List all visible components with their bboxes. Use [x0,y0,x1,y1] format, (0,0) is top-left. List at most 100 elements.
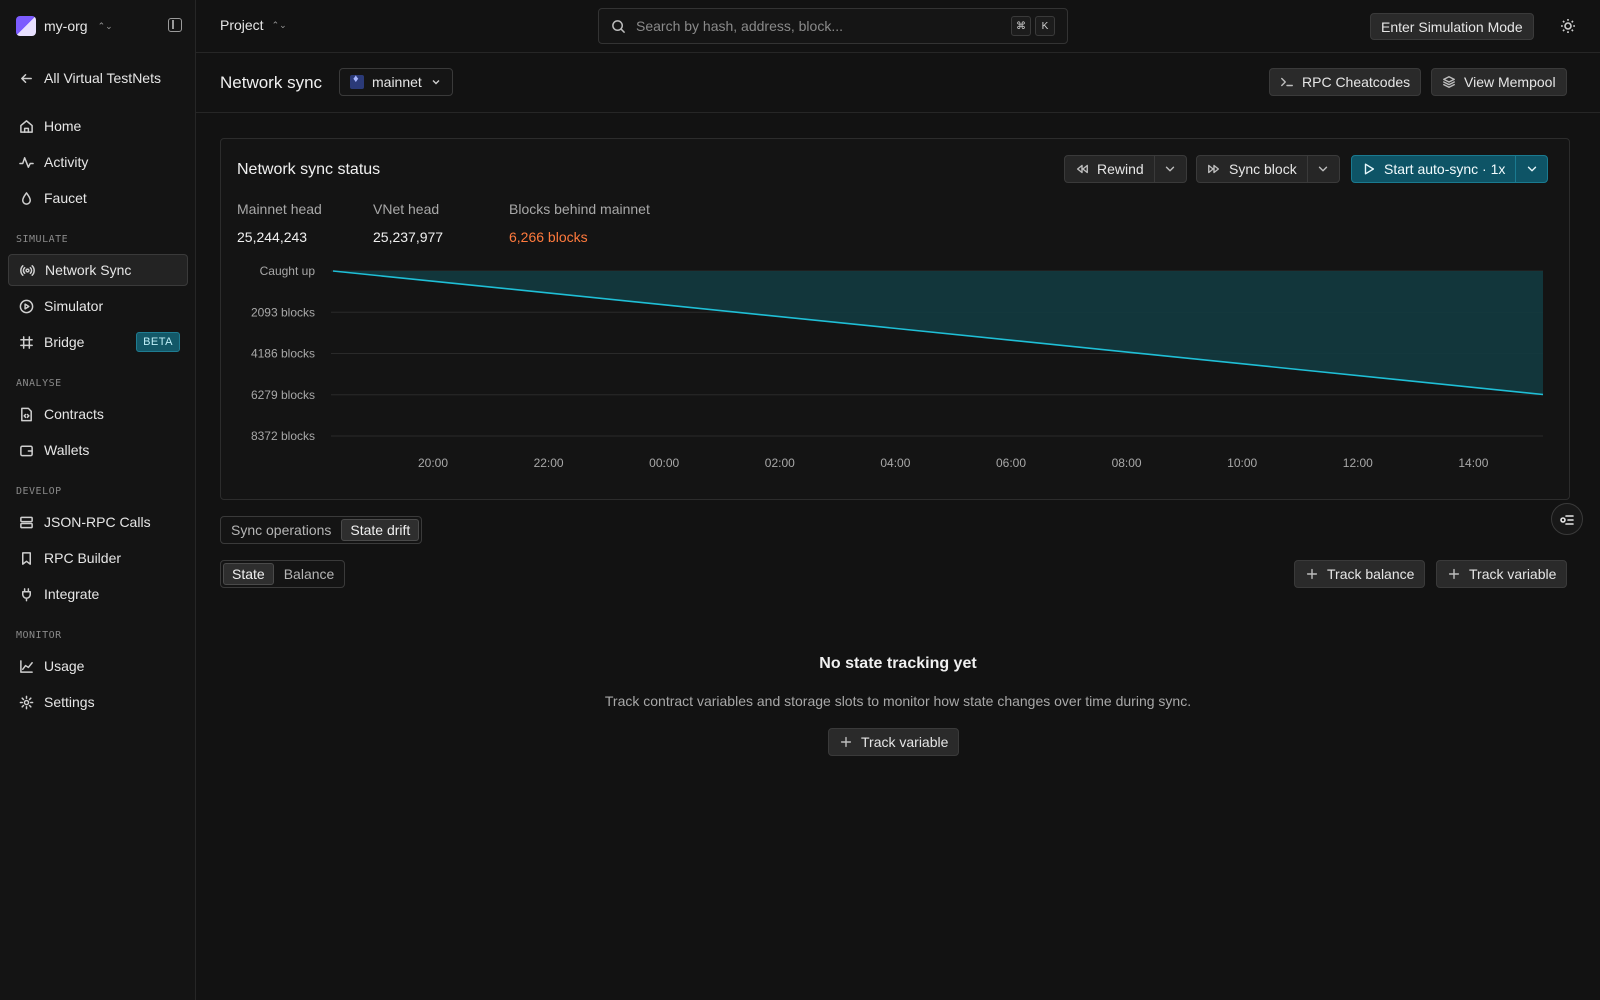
sync-block-dropdown[interactable] [1306,156,1339,182]
sidebar-item-contracts[interactable]: Contracts [8,398,188,430]
chevron-down-icon [432,80,440,85]
plus-icon [1306,568,1318,580]
sidebar-item-label: Integrate [44,586,100,602]
x-tick-label: 10:00 [1227,456,1257,470]
y-tick-label: 2093 blocks [251,305,315,319]
stat-blocks-behind-value: 6,266 blocks [509,229,588,245]
kbd-cmd: ⌘ [1011,16,1031,36]
x-tick-label: 06:00 [996,456,1026,470]
sync-block-button[interactable]: Sync block [1197,156,1307,182]
stat-vnet-head-label: VNet head [373,201,440,217]
sidebar-item-label: Contracts [44,406,104,422]
sidebar-item-network-sync[interactable]: Network Sync [8,254,188,286]
x-tick-label: 08:00 [1112,456,1142,470]
org-switcher[interactable]: my-org ⌃⌄ [16,16,113,36]
play-circle-icon [18,298,34,314]
sidebar-item-label: Settings [44,694,95,710]
project-switcher[interactable]: Project ⌃⌄ [220,17,287,33]
sidebar-item-label: RPC Builder [44,550,122,566]
sidebar-collapse-icon[interactable] [168,18,182,32]
track-balance-button[interactable]: Track balance [1294,560,1426,588]
wallet-icon [18,442,34,458]
line-chart-icon [18,658,34,674]
sidebar-item-label: Bridge [44,334,85,350]
y-tick-label: 6279 blocks [251,388,315,402]
enter-simulation-button[interactable]: Enter Simulation Mode [1370,13,1534,40]
gear-icon [18,694,34,710]
sidebar-item-label: JSON-RPC Calls [44,514,151,530]
x-tick-label: 04:00 [880,456,910,470]
filter-settings-button[interactable] [1551,503,1583,535]
search-input[interactable] [636,18,1006,34]
droplet-icon [18,190,34,206]
empty-track-variable-button[interactable]: Track variable [828,728,960,756]
tab-state[interactable]: State [223,563,274,585]
tab-state-drift[interactable]: State drift [341,519,420,541]
org-name: my-org [44,18,88,34]
sidebar-item-label: Home [44,118,82,134]
sidebar-item-bridge[interactable]: Bridge BETA [8,326,188,358]
y-tick-label: 8372 blocks [251,429,315,443]
tab-balance[interactable]: Balance [283,566,335,582]
sidebar-item-integrate[interactable]: Integrate [8,578,188,610]
x-tick-label: 00:00 [649,456,679,470]
sun-icon [1561,19,1575,33]
sidebar-item-simulator[interactable]: Simulator [8,290,188,322]
stat-blocks-behind-label: Blocks behind mainnet [509,201,650,217]
layers-icon [1443,76,1455,88]
section-label-develop: DEVELOP [16,486,62,497]
back-to-testnets[interactable]: All Virtual TestNets [8,62,188,94]
start-auto-sync-button[interactable]: Start auto-sync · 1x [1352,156,1515,182]
sidebar-item-settings[interactable]: Settings [8,686,188,718]
sidebar-item-faucet[interactable]: Faucet [8,182,188,214]
rewind-label: Rewind [1097,161,1144,177]
server-icon [18,514,34,530]
sidebar-item-label: Usage [44,658,85,674]
network-value: mainnet [372,74,422,90]
sidebar-item-usage[interactable]: Usage [8,650,188,682]
sidebar-item-rpc-builder[interactable]: RPC Builder [8,542,188,574]
sidebar-item-json-rpc[interactable]: JSON-RPC Calls [8,506,188,538]
plus-icon [840,736,852,748]
empty-state-title: No state tracking yet [819,655,977,672]
main-tabs: Sync operations State drift [220,516,423,544]
beta-badge: BETA [136,332,180,352]
broadcast-icon [19,262,35,278]
sidebar-item-label: Simulator [44,298,104,314]
track-balance-label: Track balance [1327,566,1415,582]
bridge-icon [18,334,34,350]
view-mempool-button[interactable]: View Mempool [1431,68,1567,96]
network-sync-card: Network sync status Rewind Sync block St… [220,138,1570,500]
plus-icon [1448,568,1460,580]
track-variable-button[interactable]: Track variable [1436,560,1568,588]
sync-block-split-button: Sync block [1196,155,1340,183]
y-tick-label: Caught up [260,264,316,278]
sidebar-item-wallets[interactable]: Wallets [8,434,188,466]
search-icon [612,19,626,33]
simulation-label: Enter Simulation Mode [1381,18,1523,35]
arrow-left-icon [18,70,34,86]
auto-sync-label: Start auto-sync · 1x [1384,161,1506,177]
track-variable-label: Track variable [1469,566,1557,582]
tab-sync-operations[interactable]: Sync operations [231,522,332,538]
home-icon [18,118,34,134]
rewind-dropdown[interactable] [1153,156,1186,182]
rewind-button[interactable]: Rewind [1065,156,1154,182]
sidebar-item-activity[interactable]: Activity [8,146,188,178]
rpc-cheatcodes-button[interactable]: RPC Cheatcodes [1269,68,1422,96]
sidebar-item-home[interactable]: Home [8,110,188,142]
theme-toggle[interactable] [1560,18,1576,34]
network-select[interactable]: mainnet [339,68,453,96]
rpc-button-label: RPC Cheatcodes [1302,74,1411,90]
rewind-icon [1076,164,1088,174]
x-tick-label: 14:00 [1458,456,1488,470]
auto-sync-dropdown[interactable] [1515,156,1547,182]
bookmark-icon [18,550,34,566]
section-label-analyse: ANALYSE [16,378,62,389]
play-icon [1364,163,1375,175]
sync-chart: Caught up 2093 blocks 4186 blocks 6279 bloc… [251,264,1544,470]
fast-forward-icon [1208,164,1220,174]
card-title: Network sync status [237,161,381,178]
stat-mainnet-head-value: 25,244,243 [237,229,308,245]
plug-icon [18,586,34,602]
